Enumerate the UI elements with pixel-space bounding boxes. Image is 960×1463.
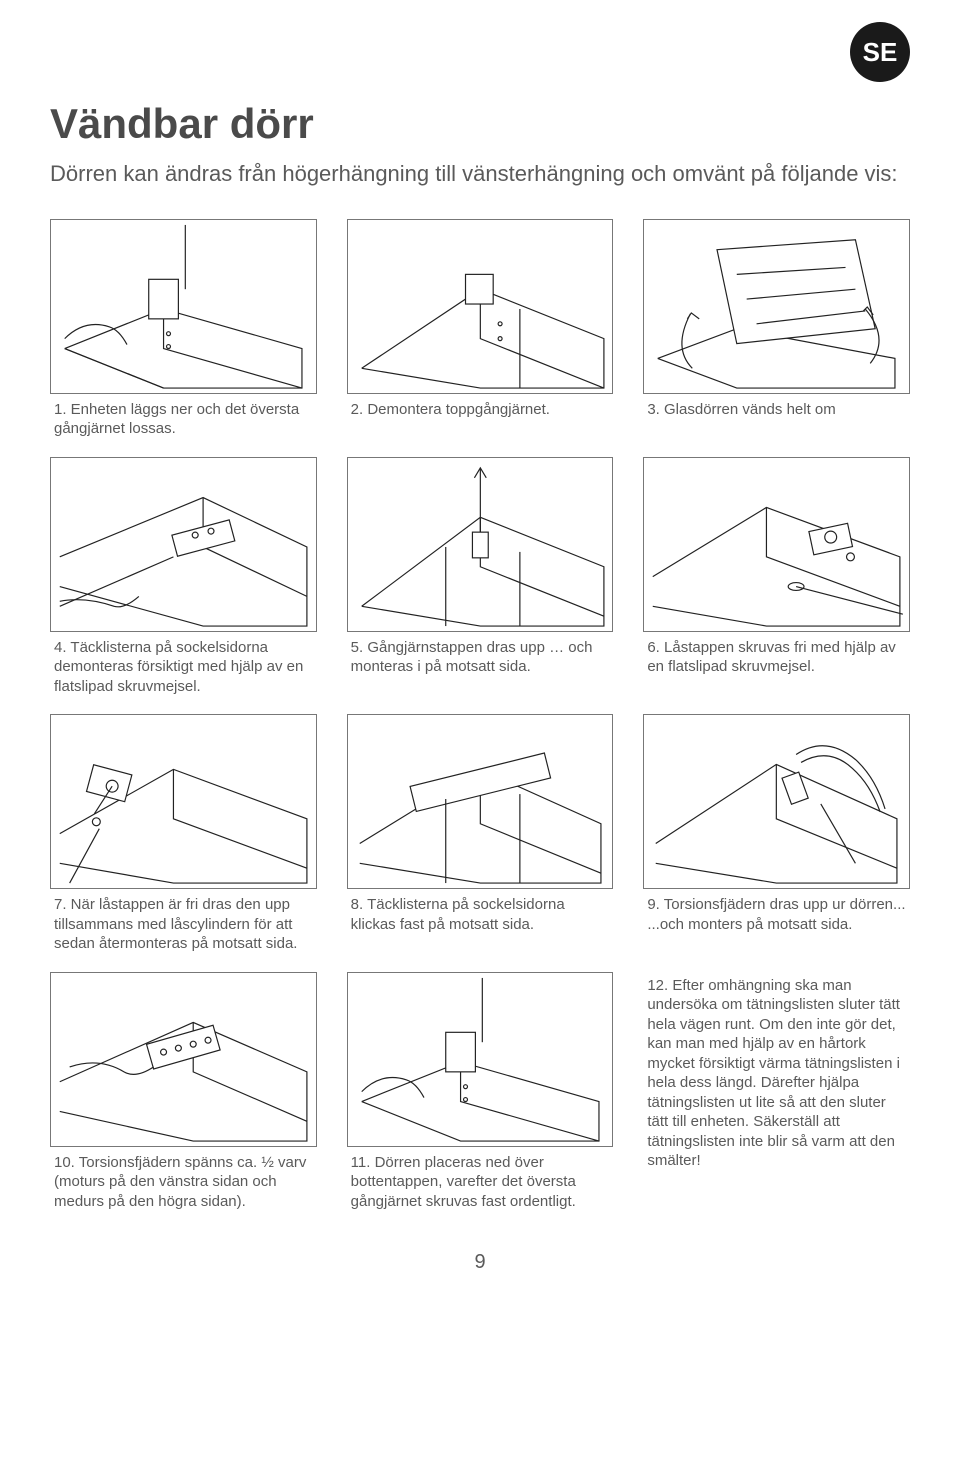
step-11: 11. Dörren placeras ned över bottentappe… [347, 972, 614, 1212]
step-6-figure [643, 457, 910, 632]
step-1-caption: 1. Enheten läggs ner och det översta gån… [50, 400, 317, 439]
step-1: 1. Enheten läggs ner och det översta gån… [50, 219, 317, 439]
step-3: 3. Glasdörren vänds helt om [643, 219, 910, 439]
step-12: 12. Efter omhängning ska man undersöka o… [643, 972, 910, 1212]
language-badge: SE [850, 22, 910, 82]
step-11-figure [347, 972, 614, 1147]
step-5: 5. Gångjärnstappen dras upp … och monter… [347, 457, 614, 697]
step-3-caption: 3. Glasdörren vänds helt om [643, 400, 910, 420]
step-6-caption: 6. Låstappen skruvas fri med hjälp av en… [643, 638, 910, 677]
step-11-caption: 11. Dörren placeras ned över bottentappe… [347, 1153, 614, 1212]
step-10-figure [50, 972, 317, 1147]
step-9-caption: 9. Torsionsfjädern dras upp ur dörren...… [643, 895, 910, 934]
step-2-figure [347, 219, 614, 394]
step-4-figure [50, 457, 317, 632]
step-9-figure [643, 714, 910, 889]
step-8-caption: 8. Täcklisterna på sockelsidorna klickas… [347, 895, 614, 934]
step-5-figure [347, 457, 614, 632]
step-7-caption: 7. När låstappen är fri dras den upp til… [50, 895, 317, 954]
step-2-caption: 2. Demontera toppgångjärnet. [347, 400, 614, 420]
step-10: 10. Torsionsfjädern spänns ca. ½ varv (m… [50, 972, 317, 1212]
step-2: 2. Demontera toppgångjärnet. [347, 219, 614, 439]
page-number: 9 [50, 1251, 910, 1274]
step-1-figure [50, 219, 317, 394]
page-title: Vändbar dörr [50, 100, 910, 148]
step-6: 6. Låstappen skruvas fri med hjälp av en… [643, 457, 910, 697]
step-4-caption: 4. Täcklisterna på sockelsidorna demonte… [50, 638, 317, 697]
step-8-figure [347, 714, 614, 889]
intro-text: Dörren kan ändras från högerhängning til… [50, 160, 910, 189]
step-12-caption: 12. Efter omhängning ska man undersöka o… [643, 972, 910, 1171]
step-3-figure [643, 219, 910, 394]
step-8: 8. Täcklisterna på sockelsidorna klickas… [347, 714, 614, 954]
step-10-caption: 10. Torsionsfjädern spänns ca. ½ varv (m… [50, 1153, 317, 1212]
step-4: 4. Täcklisterna på sockelsidorna demonte… [50, 457, 317, 697]
steps-grid: 1. Enheten läggs ner och det översta gån… [50, 219, 910, 1212]
step-7-figure [50, 714, 317, 889]
step-7: 7. När låstappen är fri dras den upp til… [50, 714, 317, 954]
step-9: 9. Torsionsfjädern dras upp ur dörren...… [643, 714, 910, 954]
step-5-caption: 5. Gångjärnstappen dras upp … och monter… [347, 638, 614, 677]
